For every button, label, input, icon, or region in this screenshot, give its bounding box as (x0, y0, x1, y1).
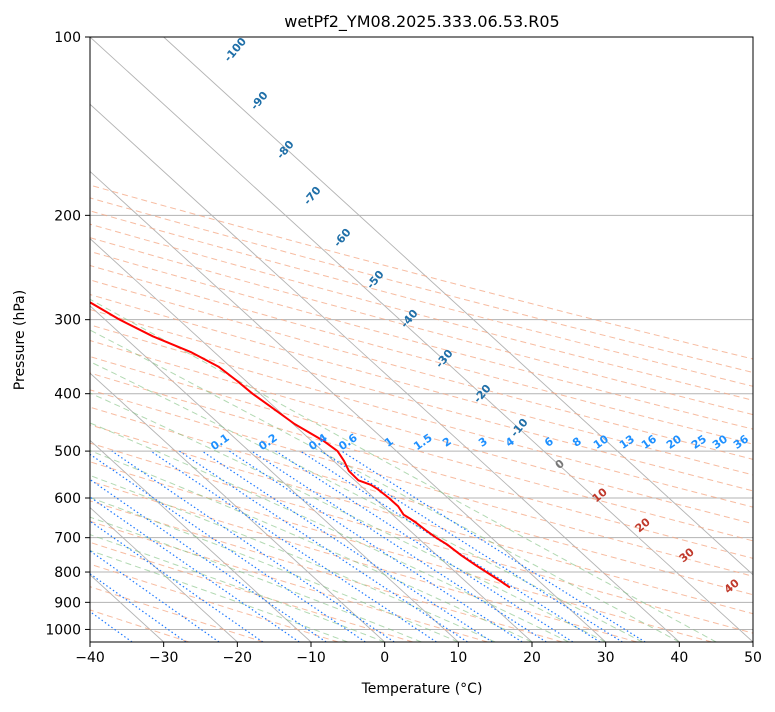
dry-adiabat-line (90, 223, 753, 401)
y-tick-label: 1000 (45, 622, 81, 638)
x-tick-label: −40 (75, 650, 105, 666)
x-tick-label: 50 (744, 650, 762, 666)
mixing-ratio-line (111, 450, 395, 642)
y-tick-label: 800 (54, 565, 81, 581)
x-axis-label: Temperature (°C) (361, 681, 483, 697)
isotherm-line (90, 238, 533, 642)
isotherm-line (90, 439, 312, 642)
mixing-ratio-line (320, 450, 623, 642)
x-tick-label: 30 (597, 650, 615, 666)
y-tick-label: 400 (54, 387, 81, 403)
mixing-ratio-line (90, 610, 133, 642)
dry-adiabat-line (90, 372, 753, 559)
dry-adiabat-line (90, 237, 753, 416)
y-tick-label: 500 (54, 444, 81, 460)
y-axis-label: Pressure (hPa) (12, 290, 28, 390)
plot-frame (89, 36, 754, 643)
isotherm-line (90, 170, 606, 642)
dry-adiabat-line (90, 480, 638, 642)
dry-adiabat-line (90, 389, 753, 577)
axis-ticks: −40 −30 −20 −10 0 10 20 30 40 50 100 200 300 400 500 60… (45, 30, 762, 666)
isotherm-line (90, 103, 680, 642)
dry-adiabat-line (90, 184, 753, 360)
moist-adiabat-line (90, 516, 422, 642)
y-tick-label: 100 (54, 30, 81, 46)
moist-adiabat-line (90, 549, 348, 642)
mixing-ratio-line (275, 450, 574, 642)
mixing-ratio-line (90, 478, 327, 642)
moist-adiabat-line (90, 298, 717, 642)
temperature-profile-line (90, 301, 511, 589)
mixing-ratio-line (90, 573, 187, 642)
isotherm-line (163, 37, 753, 576)
y-tick-label: 700 (54, 531, 81, 547)
x-tick-label: 0 (380, 650, 389, 666)
mixing-ratio-line (90, 496, 300, 642)
mixing-ratio-line (150, 450, 437, 642)
y-tick-label: 900 (54, 595, 81, 611)
reference-lines (90, 37, 753, 642)
moist-adiabat-line (90, 474, 496, 642)
mixing-ratio-line (90, 550, 220, 642)
mixing-ratio-line (251, 450, 547, 642)
isotherm-line (90, 372, 385, 642)
dry-adiabat-line (90, 210, 753, 387)
moist-adiabat-line (90, 392, 606, 642)
x-tick-label: −20 (223, 650, 253, 666)
moist-adiabat-line (90, 450, 533, 642)
moist-adiabat-line (90, 422, 570, 642)
dry-adiabat-line (90, 406, 753, 596)
x-tick-label: 40 (670, 650, 688, 666)
y-tick-label: 300 (54, 313, 81, 329)
chart-title: wetPf2_YM08.2025.333.06.53.R05 (284, 12, 559, 32)
dry-adiabat-line (90, 197, 753, 374)
moist-adiabat-line (90, 329, 680, 642)
x-tick-label: 20 (523, 650, 541, 666)
profile-lines (90, 301, 511, 589)
x-tick-label: 10 (449, 650, 467, 666)
isotherm-line (90, 37, 753, 642)
mixing-ratio-line (201, 450, 493, 642)
mixing-ratio-line (341, 450, 646, 642)
y-tick-label: 200 (54, 208, 81, 224)
mixing-ratio-line (300, 450, 601, 642)
dry-adiabat-line (90, 250, 753, 430)
x-tick-label: −10 (296, 650, 326, 666)
mixing-ratio-line (90, 520, 264, 642)
dry-adiabat-line (90, 461, 712, 642)
x-tick-label: −30 (149, 650, 179, 666)
dry-adiabat-line (90, 265, 753, 445)
y-tick-label: 600 (54, 491, 81, 507)
dry-adiabat-line (90, 279, 753, 460)
isotherm-line (90, 305, 459, 642)
moist-adiabat-line (90, 361, 643, 642)
isotherm-line (90, 506, 238, 642)
